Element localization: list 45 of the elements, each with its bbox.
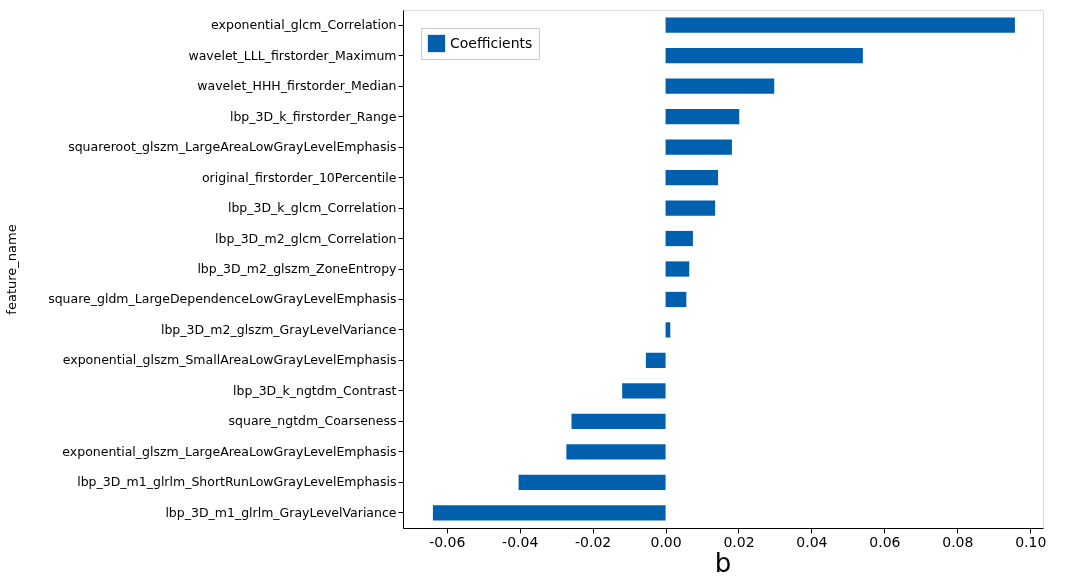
y-tick-label: lbp_3D_m1_glrlm_GrayLevelVariance: [165, 504, 397, 520]
y-tick-label: exponential_glszm_LargeAreaLowGrayLevelEmphasis: [62, 443, 397, 459]
y-tick-label: square_ngtdm_Coarseness: [228, 413, 397, 429]
bar: [665, 139, 732, 155]
y-tick-label: exponential_glcm_Correlation: [211, 17, 397, 33]
x-tick-label: -0.02: [575, 533, 612, 550]
y-tick-label: wavelet_LLL_firstorder_Maximum: [188, 47, 397, 63]
y-axis-title: feature_name: [3, 224, 19, 315]
x-tick-label: 0.10: [1015, 533, 1047, 550]
y-tick-label: original_firstorder_10Percentile: [201, 169, 397, 185]
bar: [665, 200, 716, 216]
bar: [665, 291, 687, 308]
y-tick-label: lbp_3D_m2_glcm_Correlation: [215, 230, 397, 246]
x-tick-label: 0.04: [796, 533, 828, 550]
y-tick-label: lbp_3D_k_ngtdm_Contrast: [233, 382, 397, 398]
x-tick-label: -0.06: [429, 533, 466, 550]
y-tick-label: lbp_3D_k_glcm_Correlation: [227, 200, 397, 216]
bar: [665, 78, 775, 94]
bar: [665, 109, 740, 125]
bar: [665, 48, 863, 64]
y-tick-label: lbp_3D_m2_glszm_ZoneEntropy: [197, 261, 398, 276]
y-tick-label: squareroot_glszm_LargeAreaLowGrayLevelEmphasis: [68, 139, 397, 155]
text: b: [714, 548, 732, 578]
bar: [571, 413, 666, 429]
bar: [566, 444, 666, 460]
bar: [665, 261, 690, 277]
y-tick-label: exponential_glszm_SmallAreaLowGrayLevelEmphasis: [62, 352, 397, 368]
bar: [665, 230, 693, 247]
y-tick-label: wavelet_HHH_firstorder_Median: [197, 78, 397, 94]
y-tick-label: lbp_3D_k_firstorder_Range: [229, 108, 397, 124]
bar: [518, 474, 666, 490]
bar: [645, 352, 666, 369]
x-tick-label: 0.02: [723, 533, 755, 550]
bar: [665, 169, 719, 186]
x-tick-label: 0.00: [650, 533, 682, 550]
x-tick-label: -0.04: [502, 533, 539, 550]
bar: [432, 505, 666, 521]
y-tick-label: lbp_3D_m1_glrlm_ShortRunLowGrayLevelEmphasis: [77, 474, 397, 490]
legend-label: Coefficients: [450, 34, 533, 51]
y-tick-label: square_gldm_LargeDependenceLowGrayLevelEmphasis: [48, 291, 397, 307]
x-tick-label: 0.08: [942, 533, 974, 550]
y-tick-label: lbp_3D_m2_glszm_GrayLevelVariance: [160, 321, 397, 337]
bar: [665, 17, 1015, 33]
bar: [622, 383, 666, 399]
x-tick-label: 0.06: [869, 533, 901, 550]
